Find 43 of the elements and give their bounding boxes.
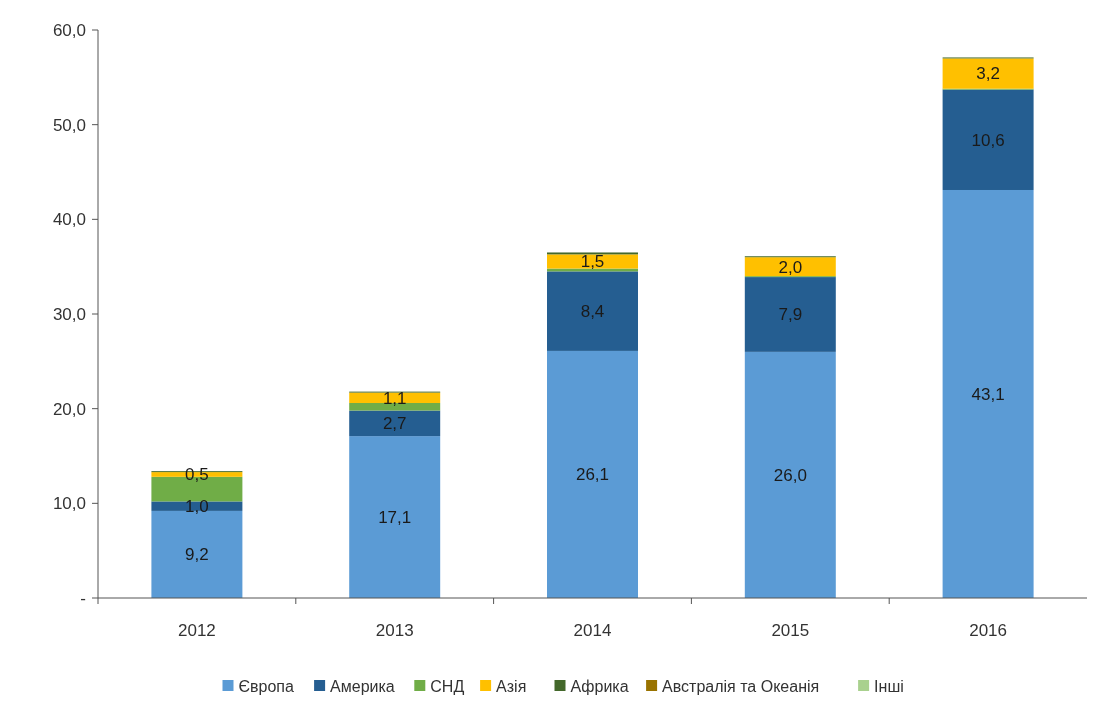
- data-label: 8,4: [580, 302, 605, 322]
- bar: [547, 350, 638, 598]
- x-tick-label: 2014: [573, 621, 612, 640]
- legend-label: Азія: [496, 677, 527, 695]
- data-label: 43,1: [971, 384, 1005, 404]
- data-label: 7,9: [778, 305, 803, 325]
- y-tick-label: 10,0: [52, 494, 86, 514]
- bar: [942, 58, 1034, 89]
- y-tick-label: 30,0: [52, 304, 86, 324]
- y-tick-label: 50,0: [52, 115, 86, 135]
- bar: [744, 351, 836, 598]
- bar: [744, 257, 836, 277]
- x-tick-label: 2013: [375, 621, 414, 640]
- data-label: 2,0: [778, 257, 803, 277]
- bar: [349, 436, 441, 598]
- bar: [349, 410, 441, 437]
- legend-label: Африка: [570, 677, 629, 695]
- bar: [547, 271, 638, 351]
- data-label: 17,1: [378, 508, 412, 528]
- legend-label: СНД: [430, 677, 465, 695]
- y-tick-label: -: [80, 588, 86, 608]
- data-label: 2,7: [382, 414, 407, 434]
- legend-label: Європа: [238, 677, 294, 695]
- y-tick-label: 40,0: [52, 210, 86, 230]
- x-tick-label: 2016: [969, 621, 1008, 640]
- data-label: 26,1: [575, 465, 610, 485]
- bar: [547, 254, 638, 269]
- x-tick-label: 2015: [771, 621, 810, 640]
- x-tick-label: 2012: [177, 621, 216, 640]
- data-label: 26,0: [773, 465, 807, 485]
- bar: [942, 189, 1034, 598]
- legend-label: Інші: [874, 677, 904, 695]
- legend-label: Австралія та Океанія: [662, 677, 820, 695]
- data-label: 1,1: [382, 388, 407, 408]
- data-label: 9,2: [185, 545, 209, 565]
- bar: [744, 277, 836, 352]
- legend-label: Америка: [330, 677, 395, 695]
- y-tick-label: 20,0: [52, 399, 86, 419]
- y-tick-label: 60,0: [52, 20, 86, 40]
- data-label: 10,6: [971, 130, 1005, 150]
- data-label: 3,2: [976, 64, 1000, 84]
- bar: [942, 89, 1034, 190]
- data-label: 1,5: [580, 252, 605, 272]
